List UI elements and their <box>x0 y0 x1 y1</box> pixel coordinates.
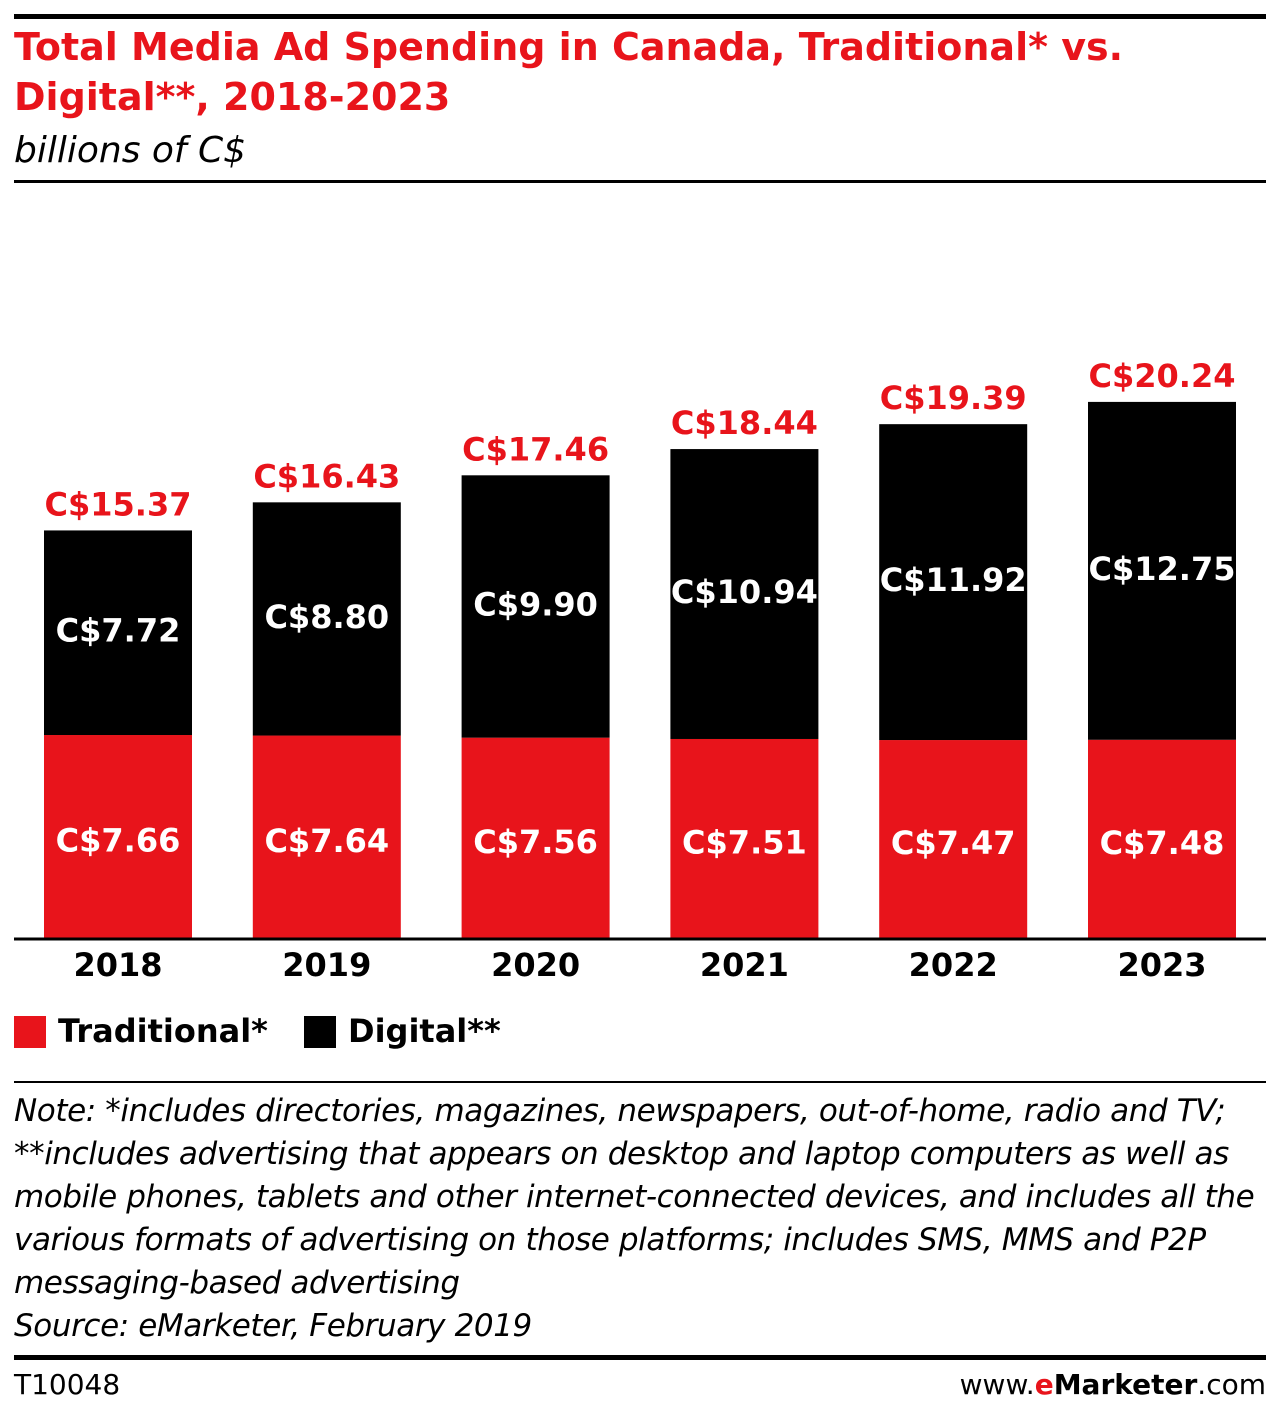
x-tick-group: 2018 2019 2020 2021 2022 2023 <box>73 946 1206 984</box>
total-label-2022: C$19.39 <box>880 379 1027 417</box>
x-tick-label-2022: 2022 <box>909 946 998 984</box>
x-tick-label-2021: 2021 <box>700 946 789 984</box>
x-tick-label-2018: 2018 <box>73 946 162 984</box>
x-tick-label-2019: 2019 <box>282 946 371 984</box>
site-brand-rest: Marketer <box>1053 1368 1198 1401</box>
bar-traditional-2019 <box>252 735 401 938</box>
total-label-2020: C$17.46 <box>462 430 609 468</box>
data-label-digital-2018: C$7.72 <box>56 612 181 650</box>
note-text: Note: *includes directories, magazines, … <box>14 1093 1255 1301</box>
bar-digital-2023 <box>1088 401 1236 740</box>
stacked-bar-chart: C$7.66 C$7.72 C$15.37 C$7.64 C$8.80 C$16.43 C$… <box>14 357 1266 984</box>
site-prefix: www. <box>959 1368 1035 1401</box>
data-label-traditional-2023: C$7.48 <box>1100 824 1225 862</box>
bar-traditional-2022 <box>879 740 1028 938</box>
bar-traditional-2018 <box>44 735 192 938</box>
chart-title: Total Media Ad Spending in Canada, Tradi… <box>14 25 1124 119</box>
data-label-digital-2021: C$10.94 <box>671 573 818 611</box>
top-rule <box>14 14 1266 19</box>
bar-digital-2020 <box>461 475 610 738</box>
total-label-2018: C$15.37 <box>45 485 192 523</box>
label-group: C$7.66 C$7.72 C$15.37 C$7.64 C$8.80 C$16.43 C$… <box>45 357 1236 862</box>
site-suffix: .com <box>1197 1368 1266 1401</box>
bar-digital-2018 <box>44 530 192 736</box>
bar-traditional-2020 <box>461 737 610 938</box>
bar-traditional-2021 <box>670 738 819 938</box>
bar-digital-2019 <box>252 502 401 736</box>
bar-traditional-2023 <box>1088 739 1236 938</box>
total-label-2021: C$18.44 <box>671 404 818 442</box>
data-label-traditional-2021: C$7.51 <box>682 823 807 861</box>
data-label-digital-2022: C$11.92 <box>880 561 1027 599</box>
data-label-digital-2020: C$9.90 <box>473 585 598 623</box>
legend-label-traditional: Traditional* <box>58 1012 268 1050</box>
total-label-2019: C$16.43 <box>253 457 400 495</box>
legend-label-digital: Digital** <box>348 1012 501 1050</box>
data-label-traditional-2022: C$7.47 <box>891 824 1016 862</box>
footer-rule <box>14 1355 1266 1360</box>
bar-group <box>44 401 1236 938</box>
total-label-2023: C$20.24 <box>1089 357 1236 395</box>
chart-subtitle: billions of C$ <box>14 130 247 171</box>
notes-rule <box>14 1081 1266 1083</box>
data-label-traditional-2018: C$7.66 <box>56 822 181 860</box>
legend-swatch-digital <box>304 1016 336 1048</box>
data-label-digital-2023: C$12.75 <box>1089 550 1236 588</box>
legend-swatch-traditional <box>14 1016 46 1048</box>
site-url[interactable]: www.eMarketer.com <box>960 1366 1266 1404</box>
data-label-digital-2019: C$8.80 <box>264 598 389 636</box>
x-tick-label-2020: 2020 <box>491 946 580 984</box>
notes-block: Note: *includes directories, magazines, … <box>14 1090 1270 1348</box>
bar-digital-2022 <box>879 424 1028 741</box>
header-rule <box>14 180 1266 183</box>
site-brand-e: e <box>1034 1368 1054 1401</box>
data-label-traditional-2020: C$7.56 <box>473 823 598 861</box>
x-tick-label-2023: 2023 <box>1117 946 1206 984</box>
chart-id: T10048 <box>14 1368 121 1401</box>
bar-digital-2021 <box>670 449 819 739</box>
source-text: Source: eMarketer, February 2019 <box>14 1308 532 1344</box>
data-label-traditional-2019: C$7.64 <box>264 822 389 860</box>
